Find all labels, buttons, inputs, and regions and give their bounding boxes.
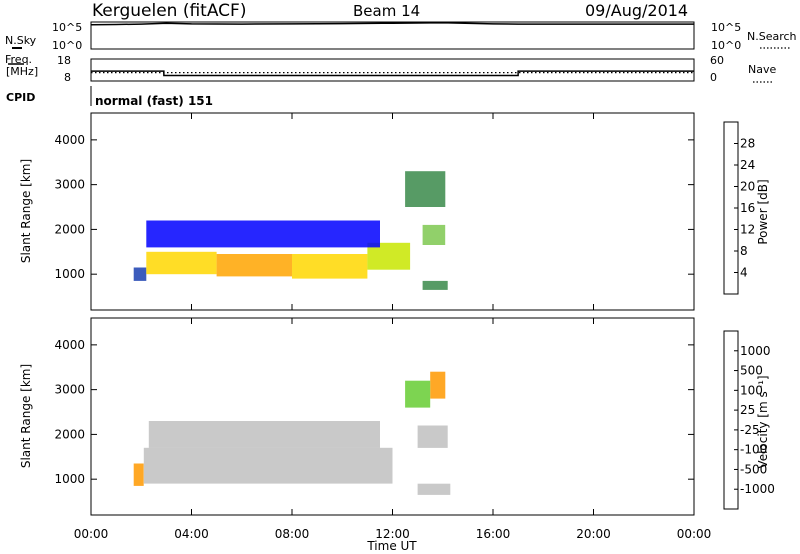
- nave-tick-top: 60: [710, 54, 724, 67]
- x-tick-label: 00:00: [74, 527, 109, 541]
- velocity-region: [417, 425, 448, 448]
- freq-tick-top: 18: [57, 54, 71, 67]
- velocity-panel-frame: [90, 317, 695, 516]
- x-tick-label: 16:00: [476, 527, 511, 541]
- power-y-tick-label: 1000: [54, 267, 85, 281]
- velocity-colorbar-tick-label: 25: [740, 403, 755, 417]
- power-region: [422, 224, 446, 245]
- cpid-label: CPID: [6, 91, 35, 104]
- x-tick-label: 20:00: [576, 527, 611, 541]
- velocity-colorbar-tick-label: 1000: [740, 344, 771, 358]
- power-region: [146, 251, 217, 275]
- velocity-colorbar-frame: [723, 330, 739, 510]
- freq-series-line: [91, 70, 694, 77]
- freq-panel-frame: [90, 58, 695, 82]
- nsky-panel-frame: [90, 21, 695, 50]
- power-colorbar-tick-label: 8: [740, 244, 748, 258]
- velocity-y-label: Slant Range [km]: [19, 364, 33, 468]
- power-region: [405, 171, 446, 207]
- velocity-colorbar-tick-label: 500: [740, 364, 763, 378]
- velocity-colorbar-tick-label: 100: [740, 383, 763, 397]
- x-axis-title: Time UT: [366, 539, 417, 553]
- cpid-value: normal (fast) 151: [95, 94, 213, 108]
- power-colorbar: 28 24 20 16 12 8 4: [723, 121, 755, 295]
- velocity-colorbar-tick-label: -1000: [740, 482, 775, 496]
- velocity-region: [417, 483, 451, 495]
- power-colorbar-tick-label: 24: [740, 158, 755, 172]
- velocity-y-axis: 1000 2000 3000 4000: [54, 338, 694, 486]
- power-colorbar-tick-label: 20: [740, 180, 755, 194]
- velocity-colorbar-tick-label: -100: [740, 443, 767, 457]
- power-colorbar-tick-label: 4: [740, 266, 748, 280]
- nsky-tick-top: 10^5: [52, 21, 82, 34]
- nsearch-label: N.Search: [747, 30, 797, 43]
- nsearch-tick-top: 10^5: [711, 21, 741, 34]
- velocity-y-tick-label: 3000: [54, 383, 85, 397]
- power-y-axis: 1000 2000 3000 4000: [54, 133, 694, 281]
- power-data-layer: [133, 171, 448, 290]
- freq-tick-bottom: 8: [64, 71, 71, 84]
- power-region: [216, 254, 292, 277]
- nsearch-tick-bottom: 10^0: [711, 39, 741, 52]
- velocity-y-tick-label: 1000: [54, 472, 85, 486]
- nsky-series-line: [90, 22, 694, 26]
- x-tick-label: 00:00: [677, 527, 712, 541]
- velocity-colorbar-label: Velocity [m s⁻¹]: [756, 375, 770, 468]
- x-tick-label: 12:00: [375, 527, 410, 541]
- power-region: [133, 267, 147, 281]
- nave-label: Nave: [748, 63, 776, 76]
- velocity-region: [405, 380, 431, 408]
- velocity-data-layer: [133, 371, 451, 495]
- date-label: 09/Aug/2014: [585, 1, 688, 20]
- power-y-tick-label: 4000: [54, 133, 85, 147]
- x-tick-label: 04:00: [174, 527, 209, 541]
- velocity-colorbar: 1000 500 100 25 -25 -100 -500 -1000: [723, 330, 775, 510]
- x-tick-label: 08:00: [275, 527, 310, 541]
- velocity-y-tick-label: 4000: [54, 338, 85, 352]
- nave-tick-bottom: 0: [710, 71, 717, 84]
- beam-label: Beam 14: [353, 2, 420, 20]
- power-colorbar-label: Power [dB]: [756, 179, 770, 244]
- freq-label: Freq.: [5, 53, 32, 66]
- power-colorbar-tick-label: 16: [740, 201, 755, 215]
- velocity-y-tick-label: 2000: [54, 427, 85, 441]
- radar-title: Kerguelen (fitACF): [92, 1, 246, 21]
- velocity-region: [430, 371, 446, 399]
- velocity-colorbar-tick-label: -500: [740, 462, 767, 476]
- power-region: [422, 280, 448, 290]
- velocity-colorbar-tick-label: -25: [740, 423, 760, 437]
- power-y-tick-label: 2000: [54, 222, 85, 236]
- freq-unit-label: [MHz]: [6, 65, 38, 78]
- power-region: [292, 254, 368, 279]
- nsky-label: N.Sky: [5, 34, 37, 47]
- power-colorbar-tick-label: 12: [740, 223, 755, 237]
- power-y-tick-label: 3000: [54, 178, 85, 192]
- power-colorbar-tick-label: 28: [740, 137, 755, 151]
- velocity-region: [143, 447, 393, 484]
- power-panel-frame: [90, 112, 695, 311]
- nsky-tick-bottom: 10^0: [52, 39, 82, 52]
- velocity-region: [133, 463, 144, 486]
- velocity-region: [148, 421, 380, 448]
- power-region: [146, 220, 380, 248]
- time-x-axis: 00:00 04:00 08:00 12:00 16:00 20:00 00:00: [74, 113, 712, 541]
- power-y-label: Slant Range [km]: [19, 159, 33, 263]
